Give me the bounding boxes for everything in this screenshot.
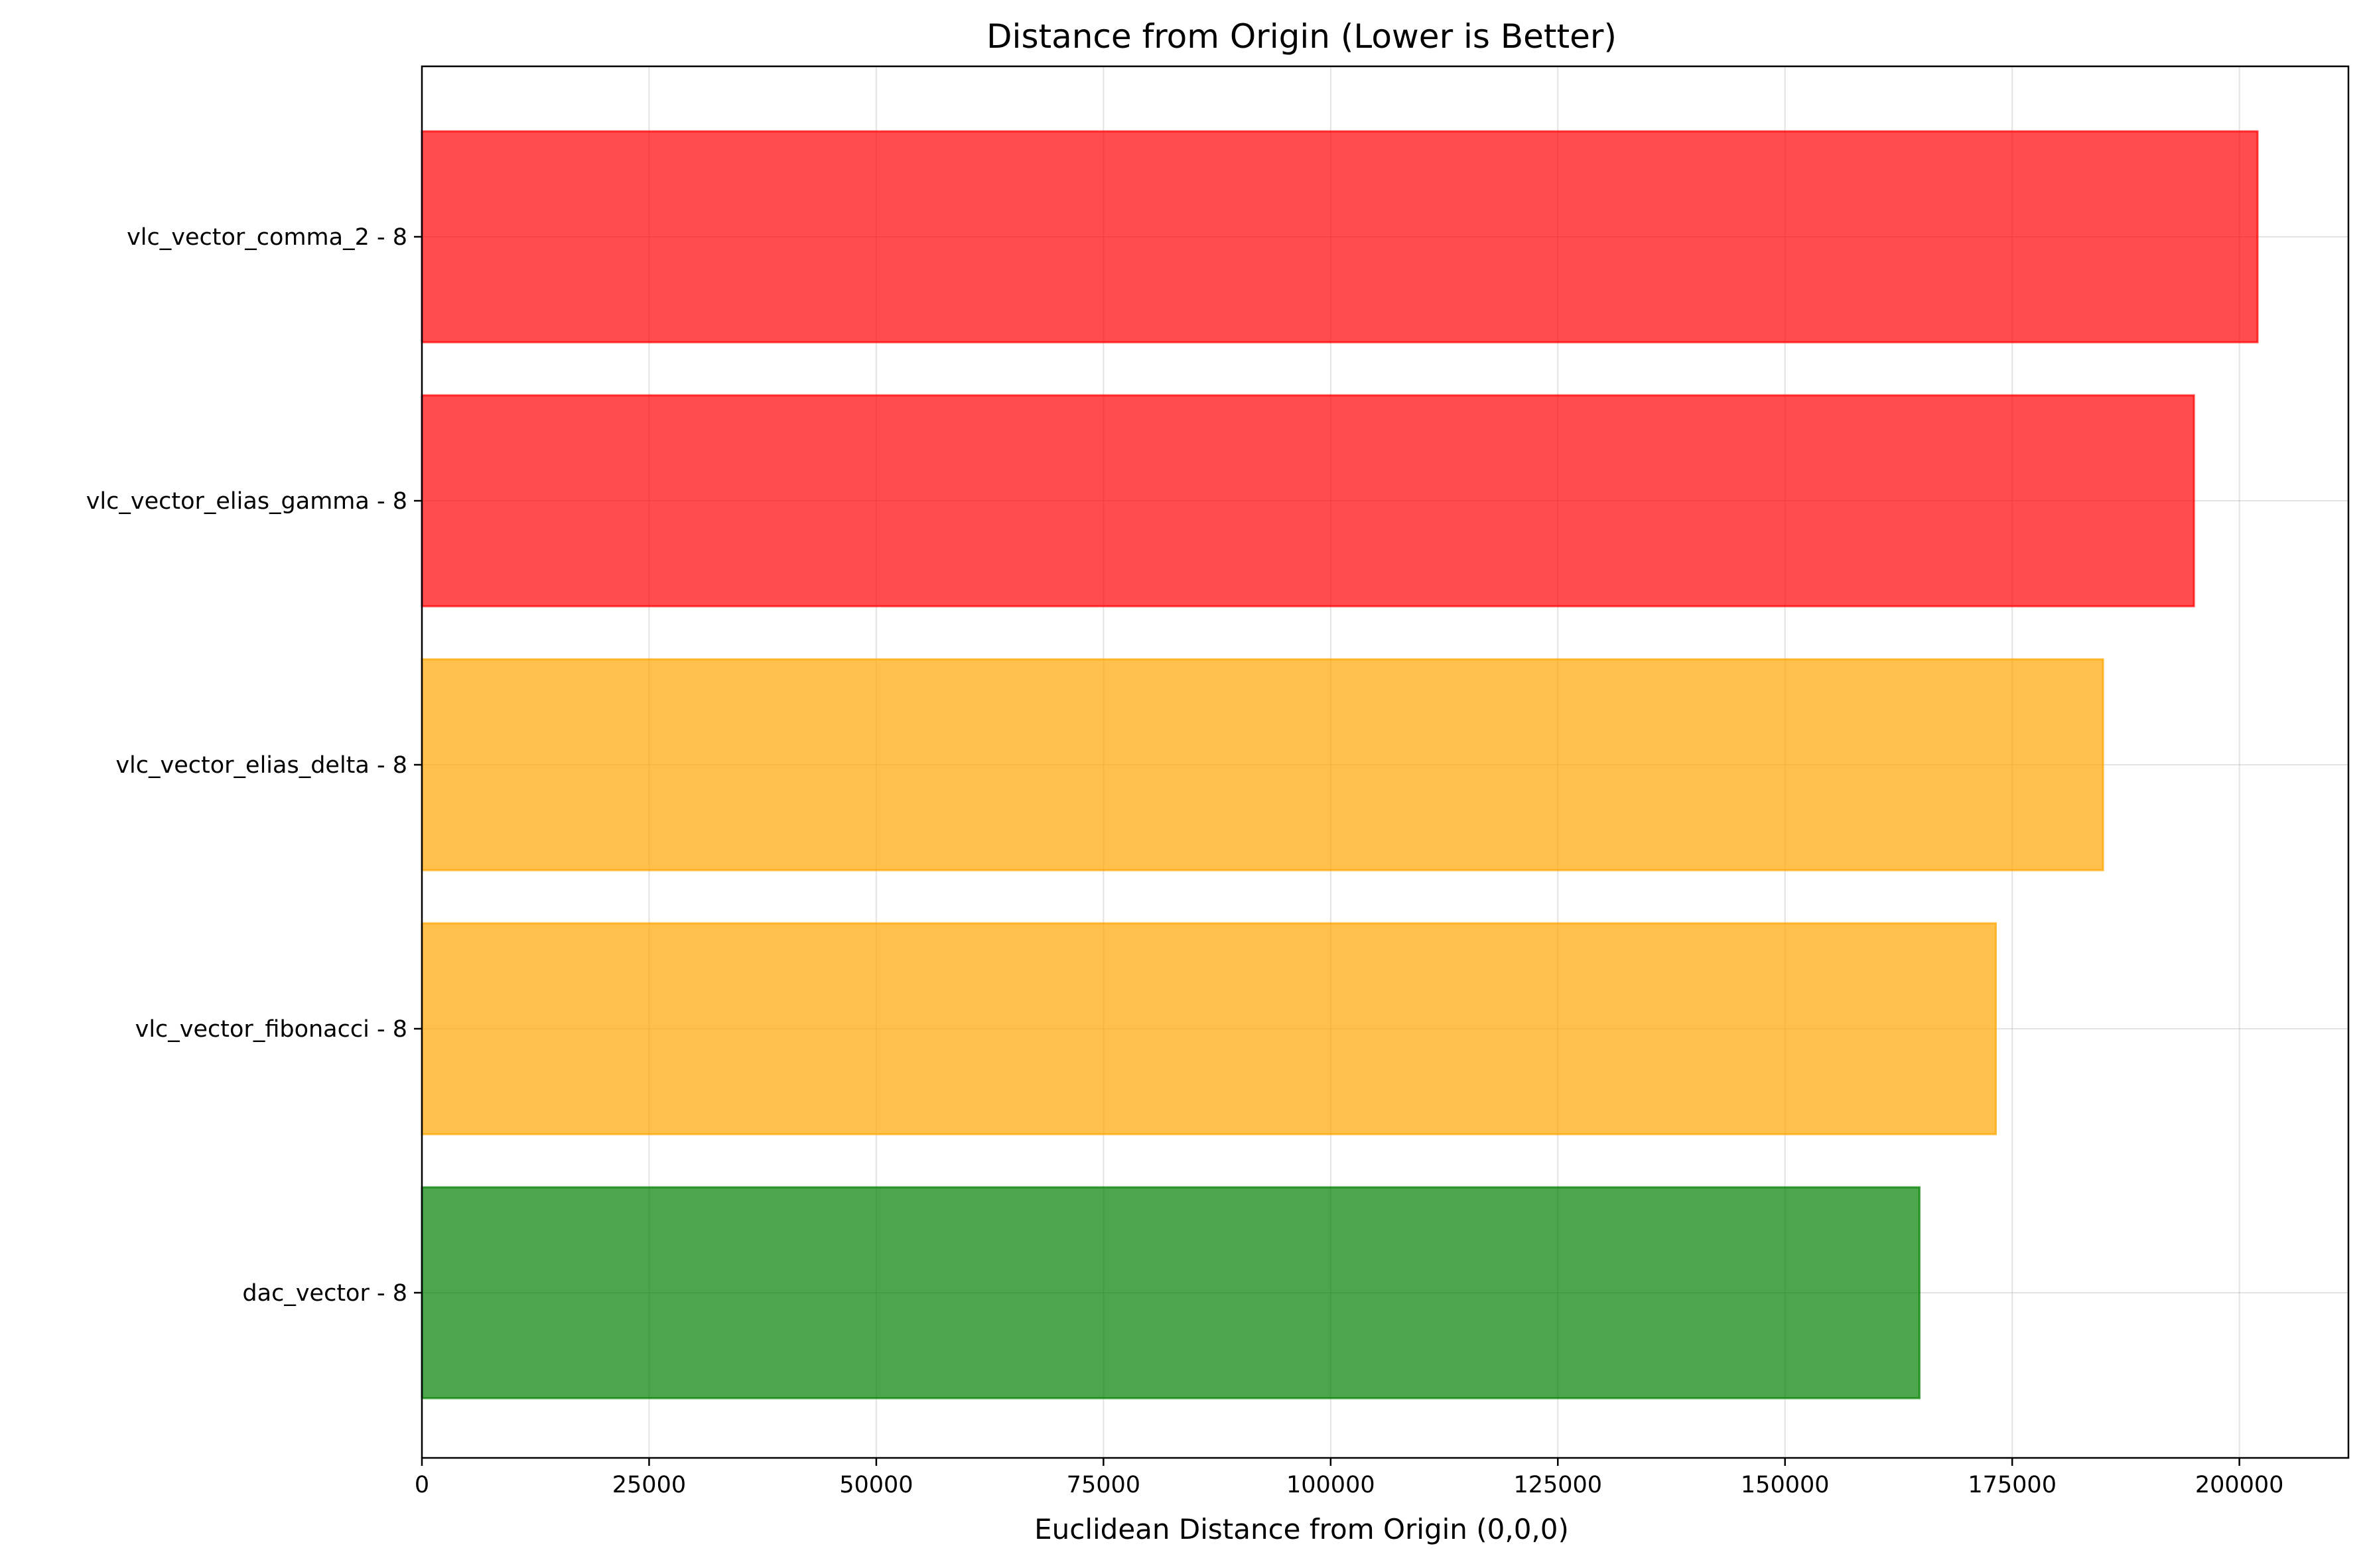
x-tick-label: 175000 [1968,1472,2057,1498]
y-tick-label: vlc_vector_elias_gamma - 8 [86,488,407,515]
bar [421,394,2195,608]
bar [421,658,2104,872]
x-axis-label: Euclidean Distance from Origin (0,0,0) [1034,1513,1569,1545]
x-tick-label: 0 [415,1472,429,1498]
x-tick-label: 125000 [1513,1472,1602,1498]
bar [421,922,1997,1136]
x-tick-label: 50000 [839,1472,913,1498]
x-tick-label: 75000 [1067,1472,1140,1498]
y-tick-label: vlc_vector_comma_2 - 8 [127,224,407,251]
bar [421,1186,1921,1400]
x-axis-ticks: 0 25000 50000 75000 100000 125000 150000 175000… [415,1458,2284,1498]
bar [421,130,2259,344]
chart-title: Distance from Origin (Lower is Better) [986,17,1617,56]
x-tick-label: 100000 [1286,1472,1375,1498]
plot-frame [421,65,2350,1459]
y-tick-label: vlc_vector_fibonacci - 8 [135,1016,407,1043]
y-tick-label: dac_vector - 8 [242,1280,407,1307]
x-tick-label: 150000 [1741,1472,1830,1498]
bars [421,130,2259,1400]
x-tick-label: 25000 [612,1472,686,1498]
y-axis-ticks: vlc_vector_comma_2 - 8 vlc_vector_elias_g… [86,224,422,1307]
x-tick-label: 200000 [2195,1472,2284,1498]
y-tick-label: vlc_vector_elias_delta - 8 [115,752,407,779]
